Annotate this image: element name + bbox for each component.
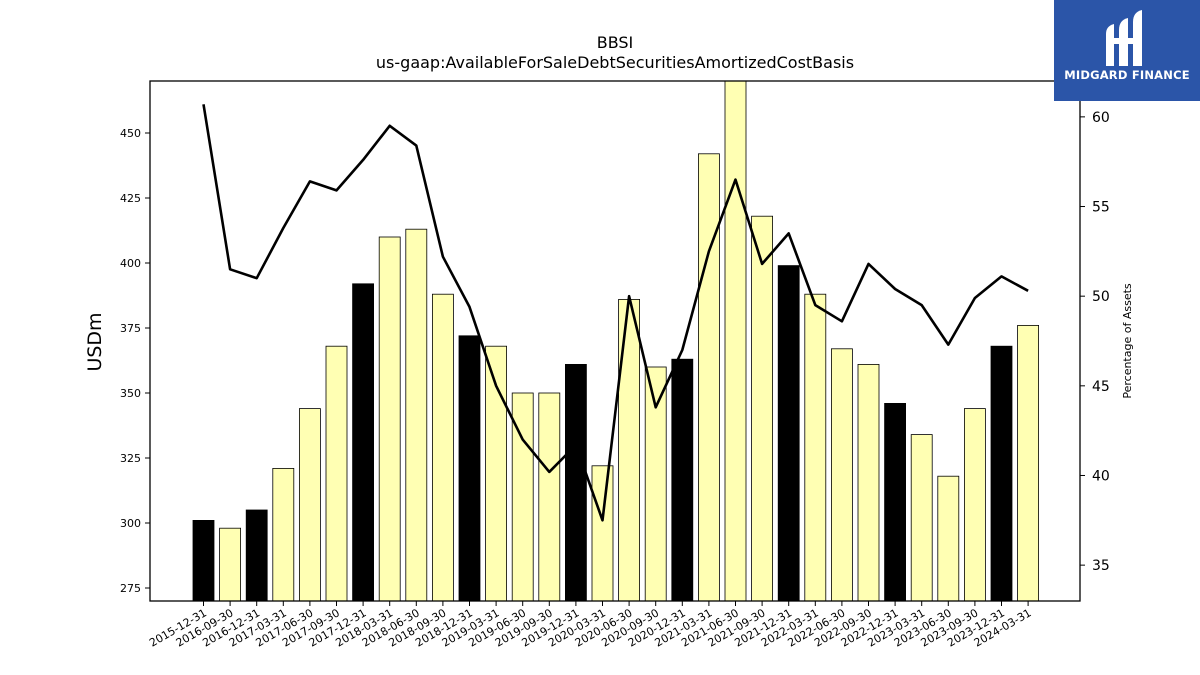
bar [910, 434, 933, 602]
bar [937, 475, 960, 602]
bar [671, 358, 694, 602]
y-tick-label: 325 [120, 452, 141, 465]
bar [219, 527, 242, 602]
bar [538, 392, 561, 602]
y-tick-label: 350 [120, 387, 141, 400]
y-axis-right-label: Percentage of Assets [1121, 283, 1134, 399]
bar [698, 153, 720, 602]
bar [192, 520, 215, 602]
bar [298, 408, 321, 602]
bar [751, 215, 773, 602]
y-right-tick-label: 55 [1092, 200, 1110, 216]
percentage-line-layer [202, 104, 1029, 522]
bar [618, 298, 640, 602]
y-right-tick-label: 60 [1092, 110, 1110, 126]
bar [431, 293, 454, 602]
bar [724, 80, 747, 602]
y-right-tick-label: 50 [1092, 289, 1110, 305]
y-tick-label: 400 [120, 257, 141, 270]
bar [964, 408, 986, 602]
bar [458, 335, 481, 602]
axes-layer: 2753003253503754004254503540455055602015… [120, 80, 1110, 650]
bar [1017, 324, 1039, 602]
y-tick-label: 300 [120, 517, 141, 530]
y-axis-label: USDm [84, 312, 106, 371]
plot-frame [149, 80, 1081, 602]
bars-layer [192, 80, 1039, 602]
bar [325, 345, 348, 602]
bar [565, 363, 587, 602]
y-tick-label: 275 [120, 582, 141, 595]
logo-mark-icon [1106, 10, 1142, 66]
bar [777, 265, 800, 602]
bar [804, 293, 827, 602]
percentage-line [202, 104, 1029, 522]
bar [405, 228, 428, 602]
y-right-tick-label: 45 [1092, 379, 1110, 395]
chart-subtitle: us-gaap:AvailableForSaleDebtSecuritiesAm… [376, 53, 854, 72]
bar [884, 402, 906, 602]
bar [352, 283, 375, 602]
bar [272, 467, 295, 602]
chart-title: BBSI [597, 33, 634, 52]
bar [378, 236, 401, 602]
bar [245, 509, 268, 602]
bar [591, 465, 614, 602]
y-tick-label: 425 [120, 192, 141, 205]
bar [831, 348, 853, 602]
brand-logo: MIDGARD FINANCE [1054, 0, 1200, 101]
logo-text: MIDGARD FINANCE [1064, 68, 1190, 82]
y-right-tick-label: 40 [1092, 468, 1110, 484]
y-right-tick-label: 35 [1092, 558, 1110, 574]
bar [990, 345, 1013, 602]
bar [857, 363, 880, 602]
y-tick-label: 450 [120, 127, 141, 140]
y-tick-label: 375 [120, 322, 141, 335]
